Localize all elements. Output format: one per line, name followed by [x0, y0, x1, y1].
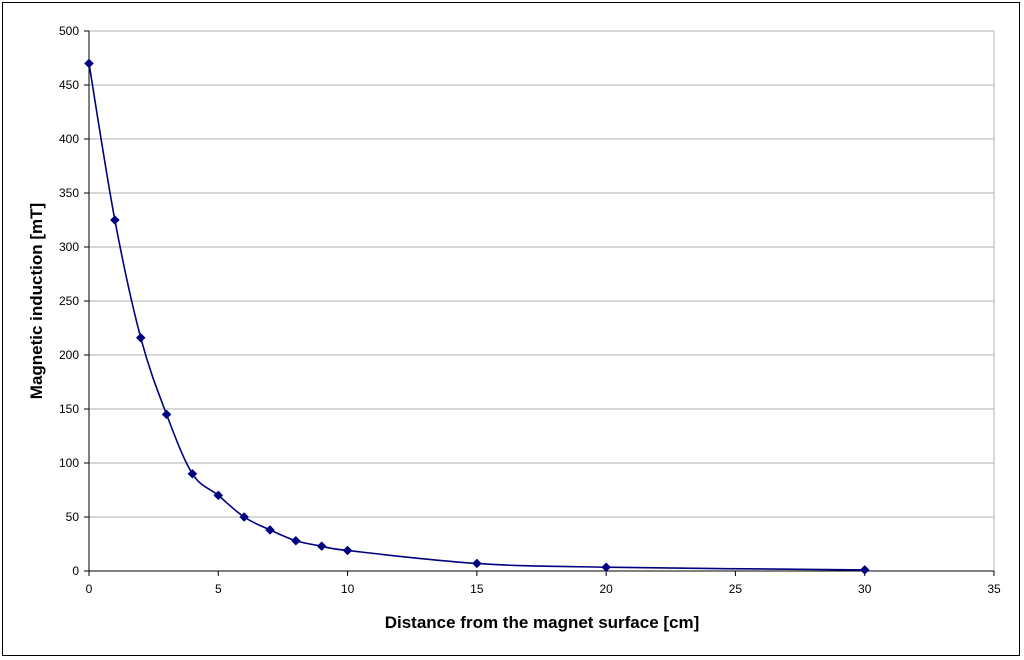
axes — [84, 30, 995, 576]
y-tick-label: 200 — [59, 348, 79, 362]
data-point-marker — [291, 535, 301, 546]
data-point-marker — [239, 512, 249, 522]
x-tick-label: 10 — [341, 582, 355, 596]
data-point-marker — [84, 58, 94, 69]
data-point-marker — [110, 215, 120, 225]
x-tick-label: 25 — [729, 582, 743, 596]
gridlines — [89, 30, 995, 571]
x-tick-label: 35 — [987, 582, 1001, 596]
y-tick-label: 350 — [59, 186, 79, 200]
y-axis-title: Magnetic induction [mT] — [27, 203, 46, 399]
data-point-marker — [859, 565, 870, 575]
x-tick-label: 15 — [470, 582, 484, 596]
y-tick-labels: 0 50 100 150 200 250 300 350 400 450 500 — [59, 24, 79, 578]
y-tick-label: 450 — [59, 78, 79, 92]
y-tick-label: 0 — [72, 564, 79, 578]
y-tick-label: 500 — [59, 24, 79, 38]
data-point-markers — [84, 58, 870, 575]
x-tick-labels: 0 5 10 15 20 25 30 35 — [86, 582, 1001, 596]
data-point-marker — [472, 558, 482, 569]
x-tick-label: 30 — [858, 582, 872, 596]
data-point-marker — [265, 525, 275, 535]
y-tick-label: 100 — [59, 456, 79, 470]
x-tick-label: 20 — [599, 582, 613, 596]
y-tick-label: 50 — [66, 510, 80, 524]
y-tick-label: 400 — [59, 132, 79, 146]
x-tick-label: 5 — [215, 582, 222, 596]
data-point-marker — [187, 468, 198, 479]
data-point-marker — [135, 332, 146, 343]
x-tick-label: 0 — [86, 582, 93, 596]
y-tick-label: 150 — [59, 402, 79, 416]
data-point-marker — [316, 541, 327, 552]
data-point-marker — [161, 409, 172, 420]
data-point-marker — [213, 490, 224, 501]
y-tick-label: 250 — [59, 294, 79, 308]
x-axis-title: Distance from the magnet surface [cm] — [385, 613, 700, 632]
data-point-marker — [342, 545, 353, 556]
y-tick-label: 300 — [59, 240, 79, 254]
data-point-marker — [601, 562, 611, 573]
